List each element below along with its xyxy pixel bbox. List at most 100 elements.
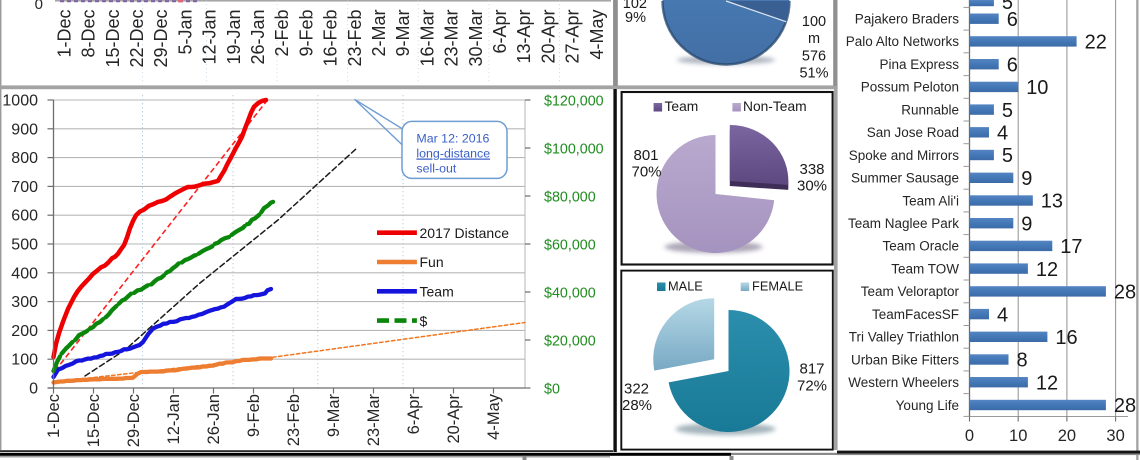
svg-text:17: 17	[1060, 236, 1082, 258]
svg-text:16-Feb: 16-Feb	[321, 10, 341, 67]
svg-text:m: m	[808, 31, 820, 47]
svg-text:Spoke and Mirrors: Spoke and Mirrors	[849, 148, 960, 163]
svg-text:28: 28	[1114, 395, 1136, 417]
svg-text:70%: 70%	[631, 164, 661, 181]
svg-text:23-Mar: 23-Mar	[442, 9, 462, 66]
svg-text:30-Mar: 30-Mar	[466, 9, 486, 66]
svg-text:Tri Valley Triathlon: Tri Valley Triathlon	[849, 330, 959, 345]
svg-text:Team Ali'i: Team Ali'i	[902, 193, 959, 208]
svg-text:15-Dec: 15-Dec	[85, 394, 103, 447]
svg-text:6: 6	[1007, 54, 1018, 76]
svg-text:4-May: 4-May	[587, 10, 607, 60]
svg-text:Pina Express: Pina Express	[879, 57, 959, 72]
svg-text:8: 8	[1017, 350, 1028, 372]
svg-text:12: 12	[1036, 372, 1058, 394]
svg-text:1000: 1000	[2, 93, 38, 110]
svg-text:51%: 51%	[799, 66, 828, 82]
svg-text:4: 4	[997, 304, 1008, 326]
svg-text:9-Mar: 9-Mar	[393, 10, 413, 57]
svg-text:FEMALE: FEMALE	[752, 279, 803, 294]
svg-text:5: 5	[1002, 0, 1013, 14]
svg-text:500: 500	[11, 237, 38, 254]
svg-text:Mar 12: 2016: Mar 12: 2016	[416, 132, 489, 146]
svg-text:0: 0	[965, 427, 974, 445]
svg-text:Team Oracle: Team Oracle	[882, 239, 959, 254]
svg-text:9-Feb: 9-Feb	[296, 10, 316, 57]
svg-text:12: 12	[1036, 259, 1058, 281]
svg-text:6-Apr: 6-Apr	[490, 9, 510, 53]
svg-text:Palo Alto Networks: Palo Alto Networks	[846, 34, 960, 49]
svg-text:8-Dec: 8-Dec	[79, 10, 99, 58]
svg-text:10: 10	[1009, 427, 1027, 445]
svg-text:700: 700	[11, 179, 38, 196]
svg-text:26-Jan: 26-Jan	[205, 394, 223, 444]
svg-text:30: 30	[1106, 427, 1124, 445]
svg-text:5: 5	[1002, 145, 1013, 167]
svg-text:23-Feb: 23-Feb	[285, 394, 303, 446]
svg-text:5: 5	[1002, 100, 1013, 122]
svg-text:Western Wheelers: Western Wheelers	[848, 375, 959, 390]
svg-text:$100,000: $100,000	[544, 141, 604, 157]
svg-text:28: 28	[1114, 282, 1136, 304]
svg-text:23-Mar: 23-Mar	[365, 393, 383, 446]
svg-text:13: 13	[1041, 191, 1063, 213]
svg-text:9: 9	[1021, 168, 1032, 190]
svg-text:28%: 28%	[622, 397, 652, 414]
svg-text:Team TOW: Team TOW	[891, 261, 959, 276]
svg-text:200: 200	[11, 323, 38, 340]
svg-text:322: 322	[624, 381, 649, 398]
svg-text:Team Veloraptor: Team Veloraptor	[861, 284, 960, 299]
svg-text:$80,000: $80,000	[544, 189, 596, 205]
svg-text:72%: 72%	[797, 378, 827, 395]
svg-text:9%: 9%	[625, 10, 646, 26]
svg-text:San Jose Road: San Jose Road	[867, 125, 959, 140]
svg-text:338: 338	[799, 161, 824, 178]
svg-text:9: 9	[1021, 213, 1032, 235]
svg-text:Team Naglee Park: Team Naglee Park	[848, 216, 959, 231]
svg-text:26-Jan: 26-Jan	[248, 10, 268, 65]
svg-text:6-Apr: 6-Apr	[405, 394, 423, 435]
svg-text:1-Dec: 1-Dec	[54, 10, 74, 58]
svg-text:20-Apr: 20-Apr	[538, 9, 558, 63]
svg-text:$40,000: $40,000	[544, 285, 596, 301]
svg-text:sell-out: sell-out	[416, 161, 457, 175]
svg-text:Fun: Fun	[420, 254, 444, 270]
svg-text:900: 900	[11, 121, 38, 138]
svg-text:15-Dec: 15-Dec	[103, 10, 123, 68]
svg-text:30%: 30%	[797, 178, 827, 195]
svg-text:5-Jan: 5-Jan	[175, 10, 195, 55]
svg-text:2-Feb: 2-Feb	[272, 10, 292, 57]
svg-text:27-Apr: 27-Apr	[563, 9, 583, 63]
svg-text:300: 300	[11, 294, 38, 311]
svg-text:23-Feb: 23-Feb	[345, 10, 365, 67]
svg-text:$: $	[420, 313, 428, 329]
svg-text:100: 100	[802, 14, 826, 30]
svg-text:100: 100	[11, 352, 38, 369]
svg-text:16-Mar: 16-Mar	[417, 9, 437, 66]
svg-text:Team: Team	[420, 284, 454, 300]
svg-text:12-Jan: 12-Jan	[200, 10, 220, 65]
svg-text:Team: Team	[665, 99, 699, 114]
svg-text:0: 0	[29, 381, 38, 398]
svg-text:29-Dec: 29-Dec	[151, 10, 171, 68]
svg-text:$60,000: $60,000	[544, 237, 596, 253]
svg-text:Young Life: Young Life	[896, 398, 959, 413]
svg-text:Runnable: Runnable	[901, 102, 959, 117]
svg-text:2-Mar: 2-Mar	[369, 10, 389, 57]
svg-text:19-Jan: 19-Jan	[224, 9, 244, 64]
svg-text:20-Apr: 20-Apr	[445, 394, 463, 444]
svg-text:800: 800	[11, 150, 38, 167]
svg-text:2017 Distance: 2017 Distance	[420, 225, 510, 241]
svg-text:29-Dec: 29-Dec	[125, 394, 143, 447]
svg-text:4: 4	[997, 123, 1008, 145]
svg-text:20: 20	[1058, 427, 1076, 445]
svg-text:22-Dec: 22-Dec	[127, 10, 147, 68]
svg-text:Pajakero Braders: Pajakero Braders	[855, 12, 960, 27]
svg-text:$20,000: $20,000	[544, 333, 596, 349]
svg-text:long-distance: long-distance	[416, 147, 490, 161]
svg-text:600: 600	[11, 208, 38, 225]
svg-text:0: 0	[35, 0, 43, 13]
svg-text:102: 102	[623, 0, 647, 12]
svg-text:Possum Peloton: Possum Peloton	[861, 80, 959, 95]
svg-text:22: 22	[1085, 32, 1107, 54]
